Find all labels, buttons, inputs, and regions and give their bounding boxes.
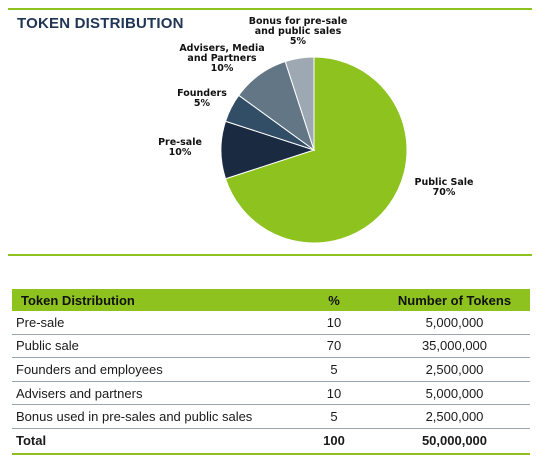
table-row: Pre-sale 10 5,000,000 bbox=[12, 311, 530, 335]
row-tokens: 35,000,000 bbox=[379, 334, 530, 359]
row-tokens: 2,500,000 bbox=[379, 404, 530, 429]
header-percent: % bbox=[289, 289, 379, 311]
table-header-row: Token Distribution % Number of Tokens bbox=[12, 289, 530, 311]
header-number-of-tokens: Number of Tokens bbox=[379, 289, 530, 311]
table-row: Founders and employees 5 2,500,000 bbox=[12, 357, 530, 382]
row-label: Founders and employees bbox=[12, 357, 289, 382]
row-label: Pre-sale bbox=[12, 311, 289, 335]
row-percent: 5 bbox=[289, 404, 379, 429]
label-pre-sale: Pre-sale 10% bbox=[158, 137, 202, 158]
row-percent: 5 bbox=[289, 357, 379, 382]
pie-chart: Public Sale 70% Pre-sale 10% Founders 5% Advis… bbox=[158, 16, 474, 244]
table-total-row: Total 100 50,000,000 bbox=[12, 428, 530, 454]
total-tokens: 50,000,000 bbox=[421, 433, 488, 449]
token-distribution-table: Token Distribution % Number of Tokens Pr… bbox=[12, 289, 530, 455]
row-percent: 70 bbox=[289, 334, 379, 359]
slice-public-sale bbox=[224, 56, 408, 244]
row-tokens: 5,000,000 bbox=[379, 381, 530, 406]
table-row: Advisers and partners 10 5,000,000 bbox=[12, 381, 530, 406]
total-percent: 100 bbox=[323, 433, 345, 449]
label-advisers: Advisers, Media and Partners 10% bbox=[179, 43, 264, 74]
label-public-sale: Public Sale 70% bbox=[415, 177, 474, 198]
row-tokens: 5,000,000 bbox=[379, 311, 530, 335]
table-row: Bonus used in pre-sales and public sales… bbox=[12, 404, 530, 429]
row-label: Bonus used in pre-sales and public sales bbox=[12, 404, 289, 429]
slice-bonus bbox=[284, 56, 315, 151]
row-percent: 10 bbox=[289, 381, 379, 406]
label-bonus: Bonus for pre-sale and public sales 5% bbox=[249, 16, 348, 47]
row-tokens: 2,500,000 bbox=[379, 357, 530, 382]
total-label: Total bbox=[16, 433, 47, 449]
row-label: Public sale bbox=[12, 334, 289, 359]
header-token-distribution: Token Distribution bbox=[12, 289, 289, 311]
table-row: Public sale 70 35,000,000 bbox=[12, 334, 530, 359]
label-founders: Founders 5% bbox=[177, 88, 227, 109]
row-label: Advisers and partners bbox=[12, 381, 289, 406]
middle-divider bbox=[8, 254, 532, 256]
row-percent: 10 bbox=[289, 311, 379, 335]
top-divider bbox=[8, 8, 532, 10]
chart-title: TOKEN DISTRIBUTION bbox=[17, 15, 184, 32]
